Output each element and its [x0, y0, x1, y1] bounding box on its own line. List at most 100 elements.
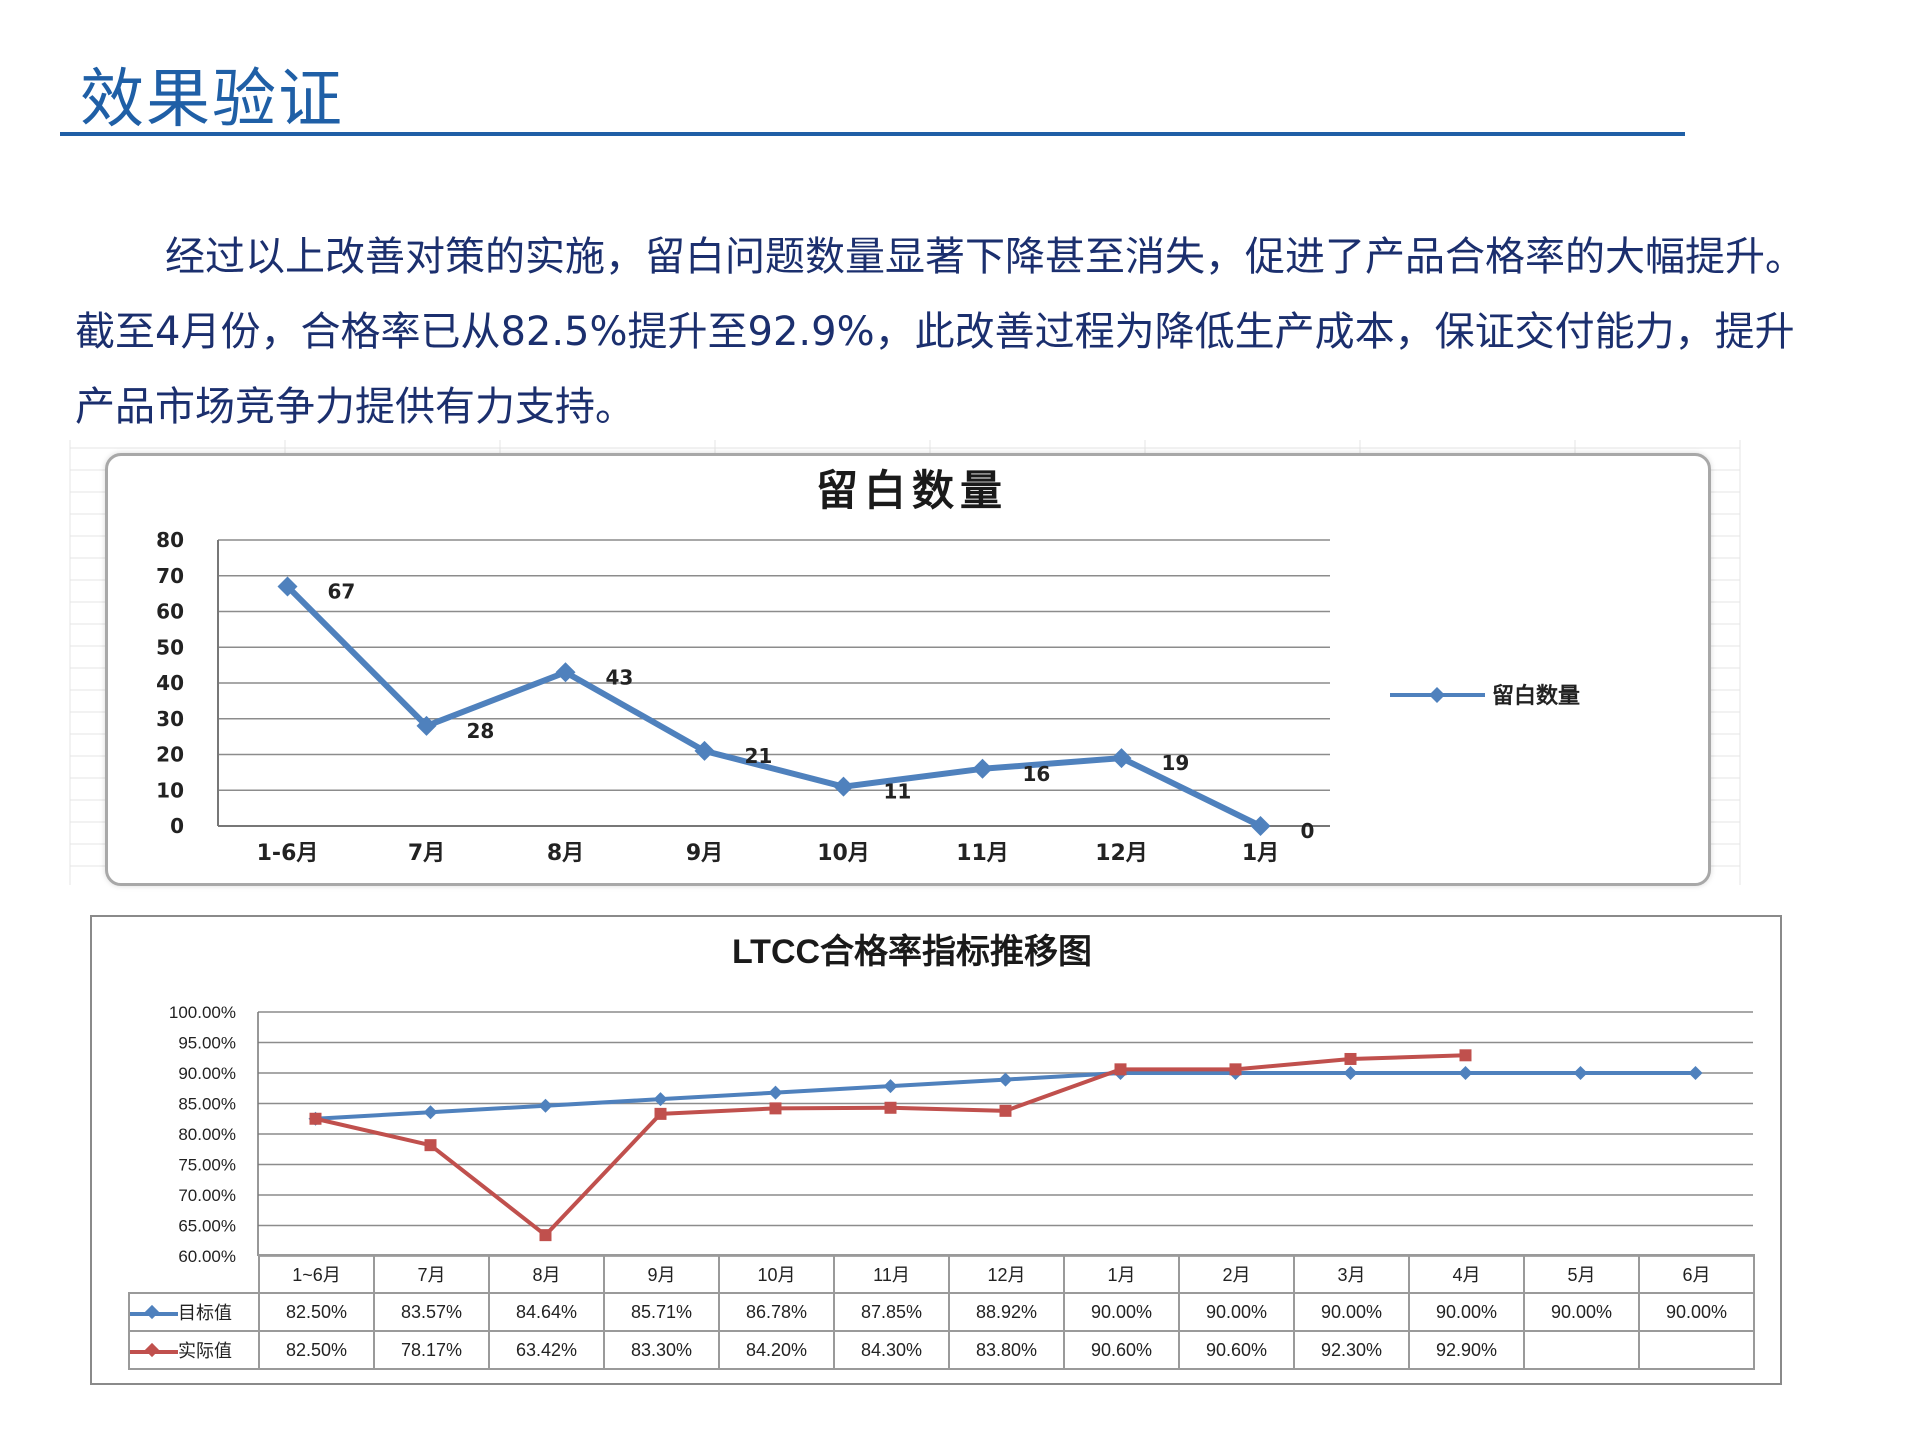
x-tick-label: 1~6月	[258, 1254, 375, 1294]
y-tick-label: 50	[156, 635, 184, 659]
y-tick-label: 75.00%	[178, 1156, 236, 1175]
y-tick-label: 90.00%	[178, 1064, 236, 1083]
data-point-实际值	[654, 1107, 667, 1120]
series-line-留白数量	[285, 584, 1262, 829]
y-tick-label: 70.00%	[178, 1186, 236, 1205]
x-tick-label: 2月	[1178, 1254, 1295, 1294]
data-label: 90.60%	[1178, 1330, 1295, 1370]
data-label: 82.50%	[258, 1292, 375, 1332]
data-label: 0	[1301, 819, 1315, 843]
table-corner	[129, 1255, 260, 1294]
data-label: 67	[328, 579, 356, 603]
data-label: 86.78%	[718, 1292, 835, 1332]
data-label: 16	[1023, 762, 1051, 786]
data-point-实际值	[424, 1139, 437, 1152]
y-tick-label: 80.00%	[178, 1125, 236, 1144]
legend-marker	[1429, 687, 1445, 703]
data-point	[833, 776, 854, 797]
data-label: 90.00%	[1293, 1292, 1410, 1332]
data-point-实际值	[1114, 1063, 1127, 1076]
data-label: 19	[1162, 751, 1190, 775]
data-point-目标值	[768, 1085, 783, 1100]
data-label	[1638, 1330, 1755, 1370]
table-row: 目标值 82.50% 83.57% 84.64% 85.71% 86.78% 87.85% 8…	[128, 1292, 1755, 1332]
y-tick-label: 80	[156, 528, 184, 552]
y-tick-label: 40	[156, 671, 184, 695]
y-tick-label: 100.00%	[169, 1003, 236, 1022]
x-tick-label: 12月	[948, 1254, 1065, 1294]
data-point-目标值	[423, 1105, 438, 1120]
x-tick-label: 4月	[1408, 1254, 1525, 1294]
data-label: 90.00%	[1408, 1292, 1525, 1332]
x-tick-label: 12月	[1095, 841, 1148, 866]
chart-title: 留白数量	[816, 466, 1008, 515]
y-tick-label: 0	[170, 814, 184, 838]
data-point	[416, 715, 437, 736]
data-label: 83.80%	[948, 1330, 1065, 1370]
y-tick-label: 65.00%	[178, 1217, 236, 1236]
data-point	[277, 576, 298, 597]
x-tick-label: 10月	[817, 841, 870, 866]
y-tick-label: 85.00%	[178, 1095, 236, 1114]
y-tick-label: 10	[156, 778, 184, 802]
legend-marker-shape	[144, 1343, 160, 1358]
data-label: 83.30%	[603, 1330, 720, 1370]
data-point	[1250, 816, 1271, 836]
data-label: 21	[745, 744, 773, 768]
data-label: 84.64%	[488, 1292, 605, 1332]
data-label: 84.20%	[718, 1330, 835, 1370]
summary-paragraph: 经过以上改善对策的实施，留白问题数量显著下降甚至消失，促进了产品合格率的大幅提升…	[75, 234, 1805, 430]
y-tick-label: 20	[156, 743, 184, 767]
legend-label: 实际值	[178, 1341, 232, 1361]
data-point-目标值	[538, 1098, 553, 1113]
data-point-目标值	[1458, 1066, 1473, 1080]
data-point-目标值	[883, 1079, 898, 1094]
data-label: 90.60%	[1063, 1330, 1180, 1370]
legend-marker	[130, 1305, 178, 1320]
chart-title: LTCC合格率指标推移图	[732, 933, 1092, 971]
data-point-实际值	[309, 1112, 322, 1125]
x-tick-label: 3月	[1293, 1254, 1410, 1294]
legend-entry: 实际值	[128, 1330, 260, 1370]
y-tick-label: 60	[156, 600, 184, 624]
data-point-实际值	[884, 1101, 897, 1114]
chart-left-count: 留白数量 0 10 20 30 40 50 60 70 80 1-6月 7月 8月 9月 10月 11月 12月…	[156, 466, 1580, 866]
data-label	[1523, 1330, 1640, 1370]
chart-pass-rate-data-table: 1~6月 7月 8月 9月 10月 11月 12月 1月 2月 3月 4月 5月 6月 目标值 82.50%…	[128, 1254, 1755, 1370]
legend-marker	[130, 1343, 178, 1358]
x-tick-label: 9月	[603, 1254, 720, 1294]
x-tick-label: 8月	[488, 1254, 605, 1294]
data-label: 88.92%	[948, 1292, 1065, 1332]
legend-label: 留白数量	[1492, 683, 1580, 709]
data-label: 82.50%	[258, 1330, 375, 1370]
x-tick-label: 7月	[373, 1254, 490, 1294]
data-label: 83.57%	[373, 1292, 490, 1332]
x-tick-label: 8月	[547, 841, 584, 866]
x-tick-label: 6月	[1638, 1254, 1755, 1294]
data-label: 87.85%	[833, 1292, 950, 1332]
table-row: 实际值 82.50% 78.17% 63.42% 83.30% 84.20% 84.30% 8…	[128, 1330, 1755, 1370]
y-tick-label: 70	[156, 564, 184, 588]
x-tick-label: 1月	[1063, 1254, 1180, 1294]
x-tick-label: 10月	[718, 1254, 835, 1294]
data-point-实际值	[1229, 1063, 1242, 1076]
data-label: 28	[467, 719, 495, 743]
y-tick-label: 30	[156, 707, 184, 731]
data-label: 11	[884, 780, 912, 804]
y-tick-label: 95.00%	[178, 1034, 236, 1053]
data-point-目标值	[653, 1092, 668, 1107]
data-label: 85.71%	[603, 1292, 720, 1332]
data-label: 90.00%	[1063, 1292, 1180, 1332]
data-label: 84.30%	[833, 1330, 950, 1370]
data-point-实际值	[1344, 1052, 1357, 1065]
x-tick-label: 9月	[686, 841, 723, 866]
x-tick-label: 1月	[1242, 841, 1279, 866]
data-point	[694, 740, 715, 761]
page-title: 效果验证	[80, 63, 344, 137]
x-tick-label: 7月	[408, 841, 445, 866]
data-label: 78.17%	[373, 1330, 490, 1370]
data-point-目标值	[998, 1072, 1013, 1087]
legend-entry: 目标值	[128, 1292, 260, 1332]
data-point-实际值	[769, 1102, 782, 1115]
data-point	[1111, 748, 1132, 769]
